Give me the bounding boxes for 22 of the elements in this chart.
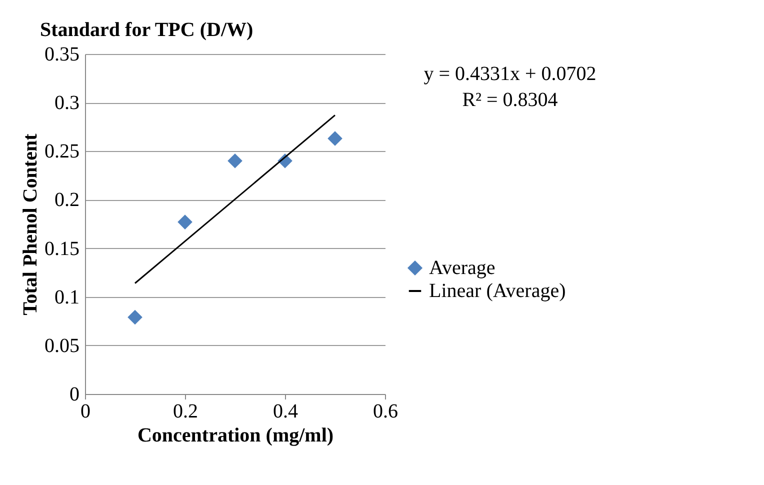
- chart-title: Standard for TPC (D/W): [40, 19, 254, 41]
- x-tick-label: 0.2: [173, 400, 198, 422]
- x-axis-title: Concentration (mg/ml): [137, 424, 334, 446]
- y-axis-title: Total Phenol Content: [20, 133, 42, 316]
- y-tick-label: 0.35: [44, 44, 80, 66]
- y-tick-label: 0: [70, 384, 80, 406]
- y-tick-label: 0.05: [44, 334, 80, 357]
- y-tick-label: 0.3: [54, 92, 80, 114]
- text: y = 0.4331x + 0.0702: [424, 63, 596, 85]
- point: [178, 214, 192, 230]
- point: [128, 310, 142, 325]
- y-tick-label: 0.1: [54, 286, 80, 308]
- x-tick-label: 0.6: [373, 400, 398, 422]
- x-tick-label: 0.4: [273, 400, 298, 422]
- legend-label: Linear (Average): [429, 280, 566, 302]
- text: R² = 0.8304: [462, 89, 558, 111]
- legend-label: Average: [429, 257, 496, 279]
- y-tick-label: 0.15: [44, 238, 80, 260]
- point: [228, 153, 242, 168]
- y-tick-label: 0.25: [44, 140, 80, 163]
- point: [328, 131, 342, 146]
- y-tick-label: 0.2: [54, 189, 80, 212]
